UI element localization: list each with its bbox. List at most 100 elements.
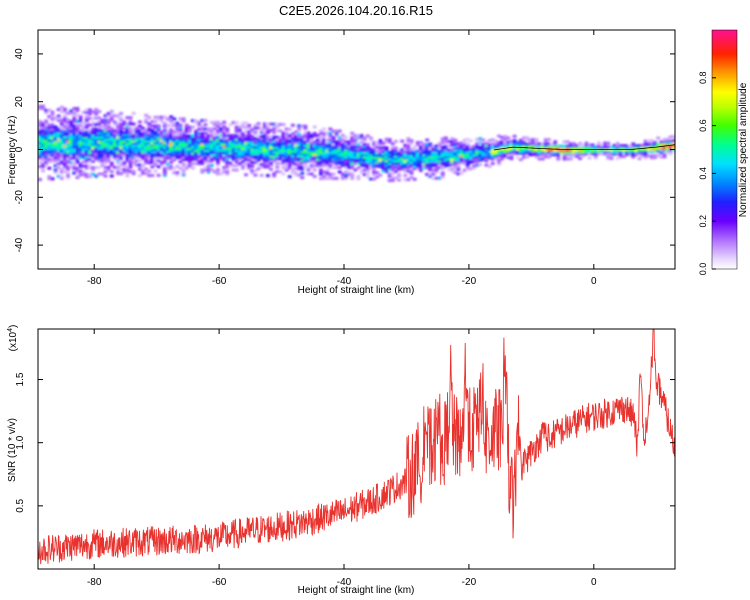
heatmap-cell [234,142,239,146]
heatmap-cell [325,177,330,180]
heatmap-cell [191,166,195,170]
heatmap-cell [72,132,77,136]
heatmap-cell [275,135,280,139]
heatmap-cell [41,132,46,136]
heatmap-cell [234,147,239,151]
heatmap-cell [66,159,71,163]
heatmap-cell [215,144,220,148]
heatmap-cell [244,136,249,140]
heatmap-cell [56,108,61,112]
heatmap-cell [578,146,583,150]
heatmap-cell [322,142,327,146]
heatmap-cell [144,148,149,152]
heatmap-cell [122,133,127,137]
heatmap-cell [312,125,317,129]
heatmap-cell [390,165,395,169]
heatmap-cell [400,156,405,160]
heatmap-cell [412,154,417,158]
heatmap-cell [337,142,342,146]
heatmap-cell [278,144,283,148]
heatmap-cell [290,166,295,170]
heatmap-cell [112,129,117,133]
heatmap-cell [456,157,461,161]
heatmap-cell [428,153,433,157]
heatmap-cell [603,150,608,154]
heatmap-cell [462,138,467,142]
heatmap-cell [181,134,186,138]
heatmap-cell [281,144,286,148]
heatmap-cell [81,173,86,177]
heatmap-cell [178,138,183,142]
heatmap-cell [571,148,576,152]
heatmap-cell [178,128,183,132]
heatmap-cell [512,139,517,143]
heatmap-cell [431,146,436,150]
heatmap-cell [422,147,426,151]
heatmap-cell [418,158,423,162]
heatmap-cell [584,145,589,149]
heatmap-cell [119,111,124,115]
heatmap-cell [166,147,170,151]
heatmap-cell [103,165,108,169]
heatmap-cell [331,157,336,161]
heatmap-cell [181,153,186,157]
heatmap-cell [203,155,208,159]
heatmap-cell [144,118,149,122]
heatmap-cell [294,136,298,140]
heatmap-cell [153,145,158,149]
heatmap-cell [340,144,345,148]
heatmap-cell [515,145,520,149]
heatmap-cell [194,136,199,140]
heatmap-cell [112,135,117,139]
heatmap-cell [297,126,302,130]
heatmap-cell [109,129,114,133]
heatmap-cell [347,144,352,148]
heatmap-cell [259,139,264,143]
heatmap-cell [38,135,42,138]
heatmap-cell [150,146,155,149]
heatmap-cell [646,150,651,154]
heatmap-cell [325,151,330,155]
heatmap-cell [169,117,174,121]
heatmap-cell [240,123,245,127]
heatmap-cell [209,144,214,148]
heatmap-cell [431,168,436,172]
heatmap-cell [162,154,167,158]
heatmap-cell [359,162,364,166]
heatmap-cell [372,173,377,177]
heatmap-cell [362,136,367,140]
heatmap-cell [206,166,211,170]
heatmap-cell [362,138,367,142]
heatmap-cell [503,143,508,147]
heatmap-cell [450,158,455,162]
heatmap-cell [262,146,267,149]
heatmap-cell [50,151,55,155]
heatmap-cell [262,148,267,152]
heatmap-cell [131,137,136,141]
heatmap-cell [331,144,336,148]
heatmap-cell [378,143,383,147]
heatmap-cell [328,138,333,142]
heatmap-cell [112,152,117,156]
heatmap-cell [593,145,598,149]
heatmap-cell [287,175,292,179]
heatmap-cell [334,159,339,163]
heatmap-cell [550,151,555,155]
heatmap-cell [215,161,220,165]
heatmap-cell [294,162,298,166]
heatmap-cell [412,167,417,171]
heatmap-cell [365,145,370,149]
heatmap-cell [116,116,120,120]
heatmap-cell [368,177,373,181]
heatmap-cell [150,158,155,162]
heatmap-cell [212,153,217,157]
heatmap-cell [340,157,345,161]
heatmap-cell [393,163,398,167]
heatmap-cell [319,162,323,165]
heatmap-cell [459,141,464,145]
heatmap-cell [450,163,455,166]
heatmap-cell [250,171,255,175]
heatmap-cell [368,158,373,162]
heatmap-cell [197,142,202,146]
heatmap-cell [265,139,270,143]
